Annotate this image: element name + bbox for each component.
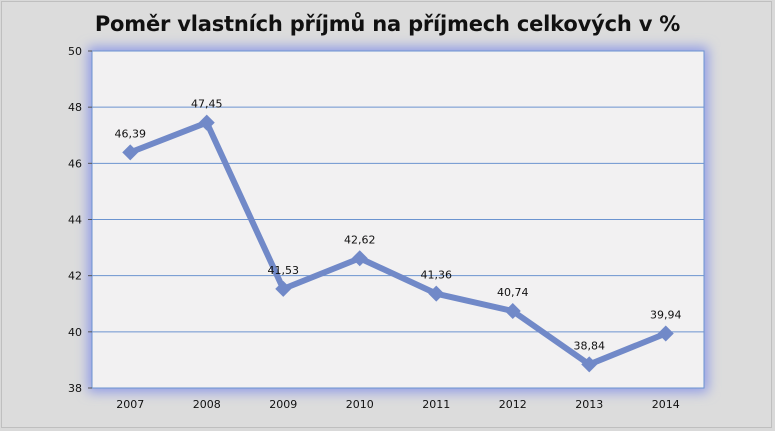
- y-tick-label: 46: [68, 157, 82, 170]
- x-tick-label: 2013: [575, 398, 603, 411]
- y-tick-label: 42: [68, 270, 82, 283]
- data-point-marker: [581, 356, 598, 373]
- data-label: 40,74: [497, 286, 529, 299]
- y-tick-label: 40: [68, 326, 82, 339]
- y-axis-ticks: 38 40 42 44 46 48 50: [68, 45, 82, 395]
- x-tick-label: 2011: [422, 398, 450, 411]
- data-point-marker: [504, 303, 521, 320]
- y-tick-label: 50: [68, 45, 82, 58]
- data-label: 38,84: [574, 339, 606, 352]
- data-label: 47,45: [191, 98, 223, 111]
- y-tick-label: 38: [68, 382, 82, 395]
- x-tick-label: 2012: [499, 398, 527, 411]
- data-labels: 46,39 47,45 41,53 42,62 41,36 40,74 38,84 39,94: [115, 98, 682, 353]
- data-point-marker: [428, 285, 445, 302]
- x-tick-label: 2009: [269, 398, 297, 411]
- data-label: 46,39: [115, 127, 147, 140]
- data-label: 42,62: [344, 233, 376, 246]
- chart-title: Poměr vlastních příjmů na příjmech celko…: [94, 12, 681, 36]
- x-tick-label: 2007: [116, 398, 144, 411]
- data-point-marker: [351, 250, 368, 267]
- data-point-marker: [198, 114, 215, 131]
- x-tick-label: 2014: [652, 398, 680, 411]
- series-line-group: [122, 114, 674, 373]
- data-label: 41,36: [421, 269, 453, 282]
- data-point-marker: [275, 280, 292, 297]
- data-label: 39,94: [650, 309, 682, 322]
- x-tick-label: 2008: [193, 398, 221, 411]
- x-tick-label: 2010: [346, 398, 374, 411]
- y-tick-label: 48: [68, 101, 82, 114]
- series-line: [127, 119, 669, 368]
- data-point-marker: [657, 325, 674, 342]
- x-axis-ticks: 2007 2008 2009 2010 2011 2012 2013 2014: [116, 398, 680, 411]
- y-tick-label: 44: [68, 214, 82, 227]
- data-point-marker: [122, 144, 139, 161]
- data-label: 41,53: [268, 264, 300, 277]
